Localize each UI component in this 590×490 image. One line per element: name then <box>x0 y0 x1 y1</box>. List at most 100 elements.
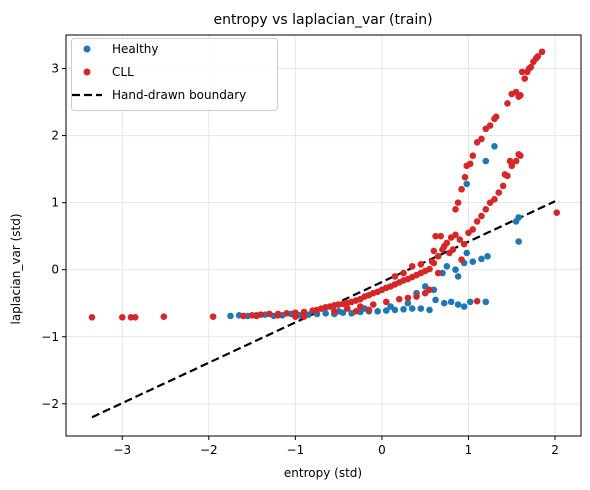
data-point <box>521 75 529 82</box>
data-point <box>469 226 477 233</box>
data-point <box>478 255 485 263</box>
data-point <box>443 263 451 270</box>
legend-label: CLL <box>112 65 134 79</box>
legend-marker <box>83 68 91 76</box>
data-point <box>458 256 465 263</box>
chart-title: entropy vs laplacian_var (train) <box>213 12 432 28</box>
data-point <box>300 313 308 320</box>
x-tick-label: 0 <box>378 443 386 457</box>
data-point <box>374 307 381 315</box>
data-point <box>466 298 474 306</box>
data-point <box>515 93 522 100</box>
data-point <box>446 249 453 257</box>
data-point <box>478 212 485 220</box>
data-point <box>495 189 503 196</box>
data-point <box>400 305 407 313</box>
data-point <box>387 303 394 310</box>
data-point <box>382 307 390 314</box>
data-point <box>473 218 481 225</box>
data-point <box>478 135 485 143</box>
data-point <box>434 269 442 277</box>
data-point <box>452 266 459 273</box>
data-point <box>466 160 474 168</box>
data-point <box>553 209 561 217</box>
data-point <box>413 293 420 300</box>
data-point <box>88 314 96 321</box>
x-tick-label: 1 <box>465 443 473 457</box>
legend: Healthy CLL Hand-drawn boundary <box>71 38 278 111</box>
y-tick-label: 3 <box>51 62 59 76</box>
data-point <box>209 313 217 320</box>
data-point <box>434 252 442 260</box>
data-point <box>501 171 509 178</box>
data-point <box>463 249 471 257</box>
data-points <box>88 48 561 321</box>
data-point <box>452 206 459 213</box>
data-point <box>408 305 416 312</box>
data-point <box>538 48 546 56</box>
data-point <box>437 232 445 240</box>
data-point <box>426 286 433 294</box>
x-axis-label: entropy (std) <box>284 466 362 480</box>
data-point <box>240 312 247 320</box>
data-point <box>391 273 399 280</box>
legend-box <box>71 38 278 111</box>
legend-label: Hand-drawn boundary <box>112 88 246 102</box>
legend-marker <box>83 45 91 53</box>
data-point <box>395 295 403 303</box>
legend-label: Healthy <box>112 42 159 56</box>
data-point <box>491 195 498 203</box>
data-point <box>131 314 139 321</box>
data-point <box>283 309 291 317</box>
data-point <box>492 113 500 121</box>
data-point <box>458 185 465 193</box>
data-point <box>369 301 377 308</box>
data-point <box>447 298 455 306</box>
data-point <box>454 199 462 206</box>
x-tick-label: −3 <box>113 443 131 457</box>
data-point <box>473 297 481 305</box>
data-point <box>430 247 438 255</box>
data-point <box>382 298 390 306</box>
data-point <box>461 173 469 181</box>
data-point <box>456 236 464 243</box>
data-point <box>491 143 498 150</box>
y-tick-label: −1 <box>41 330 59 344</box>
data-point <box>482 206 490 213</box>
y-tick-label: 0 <box>51 263 59 277</box>
data-point <box>432 296 439 304</box>
data-point <box>266 310 273 318</box>
data-point <box>454 273 462 280</box>
data-point <box>506 157 514 165</box>
y-tick-label: −2 <box>41 397 59 411</box>
data-point <box>518 68 526 76</box>
data-point <box>482 298 490 306</box>
data-point <box>463 180 471 188</box>
x-tick-label: 2 <box>551 443 559 457</box>
data-point <box>417 305 425 312</box>
data-point <box>515 238 522 245</box>
data-point <box>504 100 511 107</box>
data-point <box>440 299 448 307</box>
data-point <box>408 263 416 270</box>
x-tick-label: −2 <box>200 443 218 457</box>
data-point <box>300 308 308 316</box>
data-point <box>515 151 522 158</box>
y-axis-label: laplacian_var (std) <box>9 213 23 324</box>
data-point <box>417 261 425 268</box>
data-point <box>460 303 468 310</box>
data-point <box>469 258 477 265</box>
data-point <box>482 157 490 165</box>
data-point <box>452 231 459 239</box>
data-point <box>331 307 338 315</box>
data-point <box>274 311 282 319</box>
data-point <box>499 182 507 190</box>
data-point <box>400 269 407 277</box>
data-point <box>344 305 351 312</box>
data-point <box>460 240 468 248</box>
data-point <box>440 242 448 250</box>
data-point <box>432 232 439 240</box>
x-tick-label: −1 <box>287 443 305 457</box>
data-point <box>484 252 491 260</box>
y-tick-label: 1 <box>51 196 59 210</box>
